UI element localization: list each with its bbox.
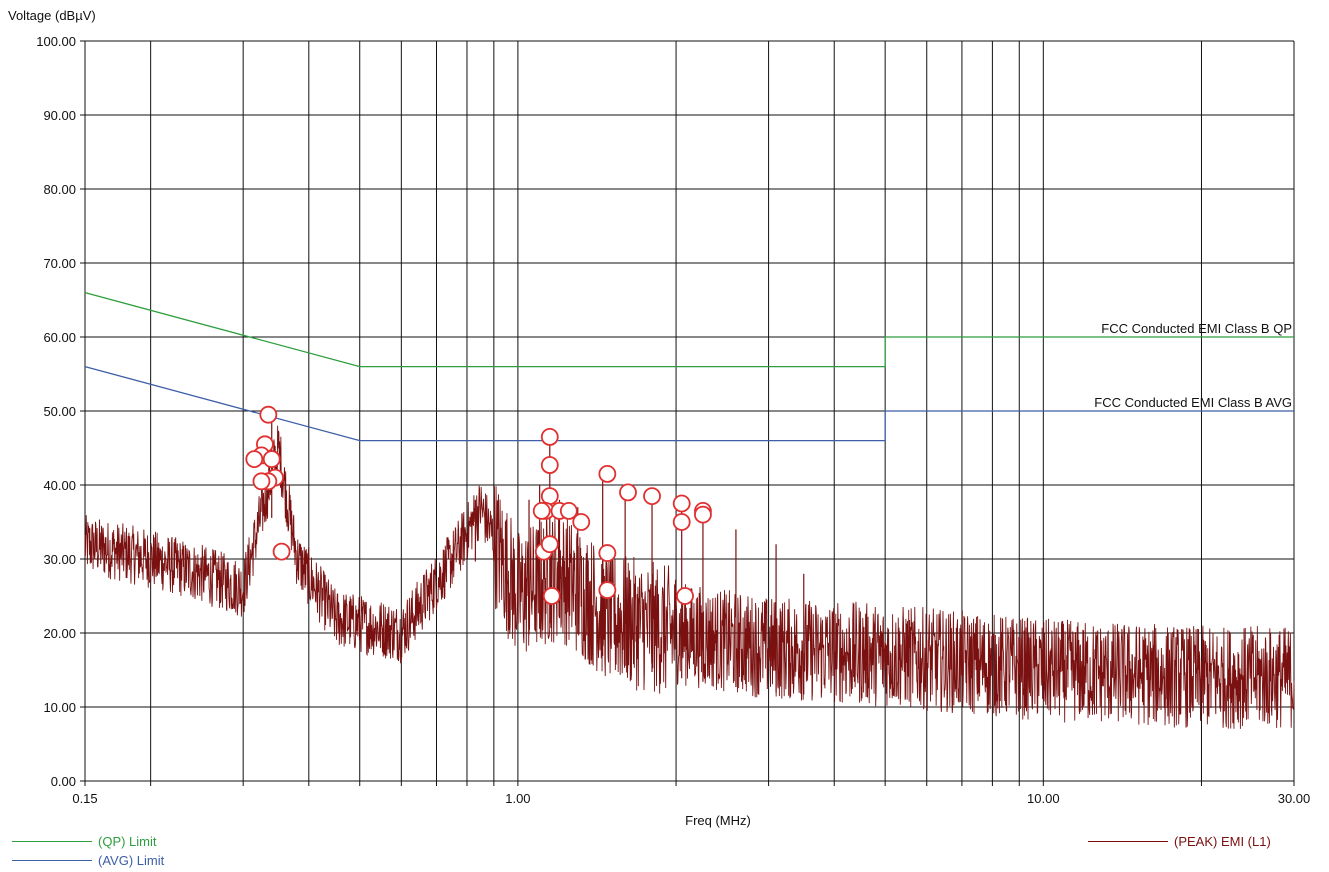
peak-marker — [676, 587, 694, 605]
y-tick-label: 20.00 — [43, 626, 76, 641]
qp-limit-label: FCC Conducted EMI Class B QP — [1101, 321, 1292, 336]
peak-marker — [259, 405, 278, 424]
peak-marker — [245, 450, 264, 469]
peak-marker — [532, 501, 551, 520]
peak-marker — [598, 544, 617, 562]
peak-marker — [643, 487, 661, 506]
peak-marker — [252, 472, 271, 491]
legend-peak: (PEAK) EMI (L1) — [1088, 834, 1271, 849]
peak-marker — [540, 535, 559, 554]
peak-marker — [598, 464, 617, 483]
legend-qp: (QP) Limit — [12, 834, 157, 849]
y-tick-label: 50.00 — [43, 404, 76, 419]
x-tick-label: 30.00 — [1278, 791, 1311, 806]
peak-marker — [694, 505, 712, 524]
tick-labels: 0.00 10.00 20.00 30.00 40.00 50.00 60.00 70.00 8… — [36, 34, 1310, 806]
peak-marker — [672, 513, 691, 531]
peak-marker — [672, 494, 691, 513]
peak-marker — [540, 487, 559, 506]
peak-marker — [262, 450, 281, 469]
peak-marker — [619, 483, 637, 502]
peak-marker — [272, 542, 291, 561]
x-axis-title: Freq (MHz) — [685, 813, 751, 828]
legend-peak-swatch — [1088, 841, 1168, 842]
y-tick-label: 100.00 — [36, 34, 76, 49]
y-tick-label: 80.00 — [43, 182, 76, 197]
legend-avg-label: (AVG) Limit — [98, 853, 165, 868]
avg-limit-label: FCC Conducted EMI Class B AVG — [1094, 395, 1292, 410]
y-tick-label: 30.00 — [43, 552, 76, 567]
limit-labels: FCC Conducted EMI Class B QP FCC Conducte… — [1094, 321, 1292, 410]
x-tick-label: 0.15 — [72, 791, 97, 806]
qp-limit-line — [84, 291, 1294, 368]
y-tick-label: 70.00 — [43, 256, 76, 271]
peak-marker — [572, 513, 591, 531]
peak-marker — [598, 581, 617, 599]
x-tick-label: 10.00 — [1027, 791, 1060, 806]
legend-qp-label: (QP) Limit — [98, 834, 157, 849]
legend-avg: (AVG) Limit — [12, 853, 164, 868]
y-tick-label: 10.00 — [43, 700, 76, 715]
peak-marker — [559, 501, 578, 520]
peak-marker — [540, 427, 559, 446]
y-tick-label: 60.00 — [43, 330, 76, 345]
peak-markers — [245, 405, 712, 605]
y-tick-label: 90.00 — [43, 108, 76, 123]
legend-qp-swatch — [12, 841, 92, 842]
peak-marker — [542, 587, 561, 605]
y-axis-title: Voltage (dBµV) — [8, 8, 96, 23]
peak-marker — [540, 456, 559, 474]
legend-peak-label: (PEAK) EMI (L1) — [1174, 834, 1271, 849]
peak-series-line — [84, 425, 1295, 729]
x-tick-label: 1.00 — [505, 791, 530, 806]
y-tick-label: 0.00 — [51, 774, 76, 789]
legend-avg-swatch — [12, 860, 92, 861]
y-tick-label: 40.00 — [43, 478, 76, 493]
